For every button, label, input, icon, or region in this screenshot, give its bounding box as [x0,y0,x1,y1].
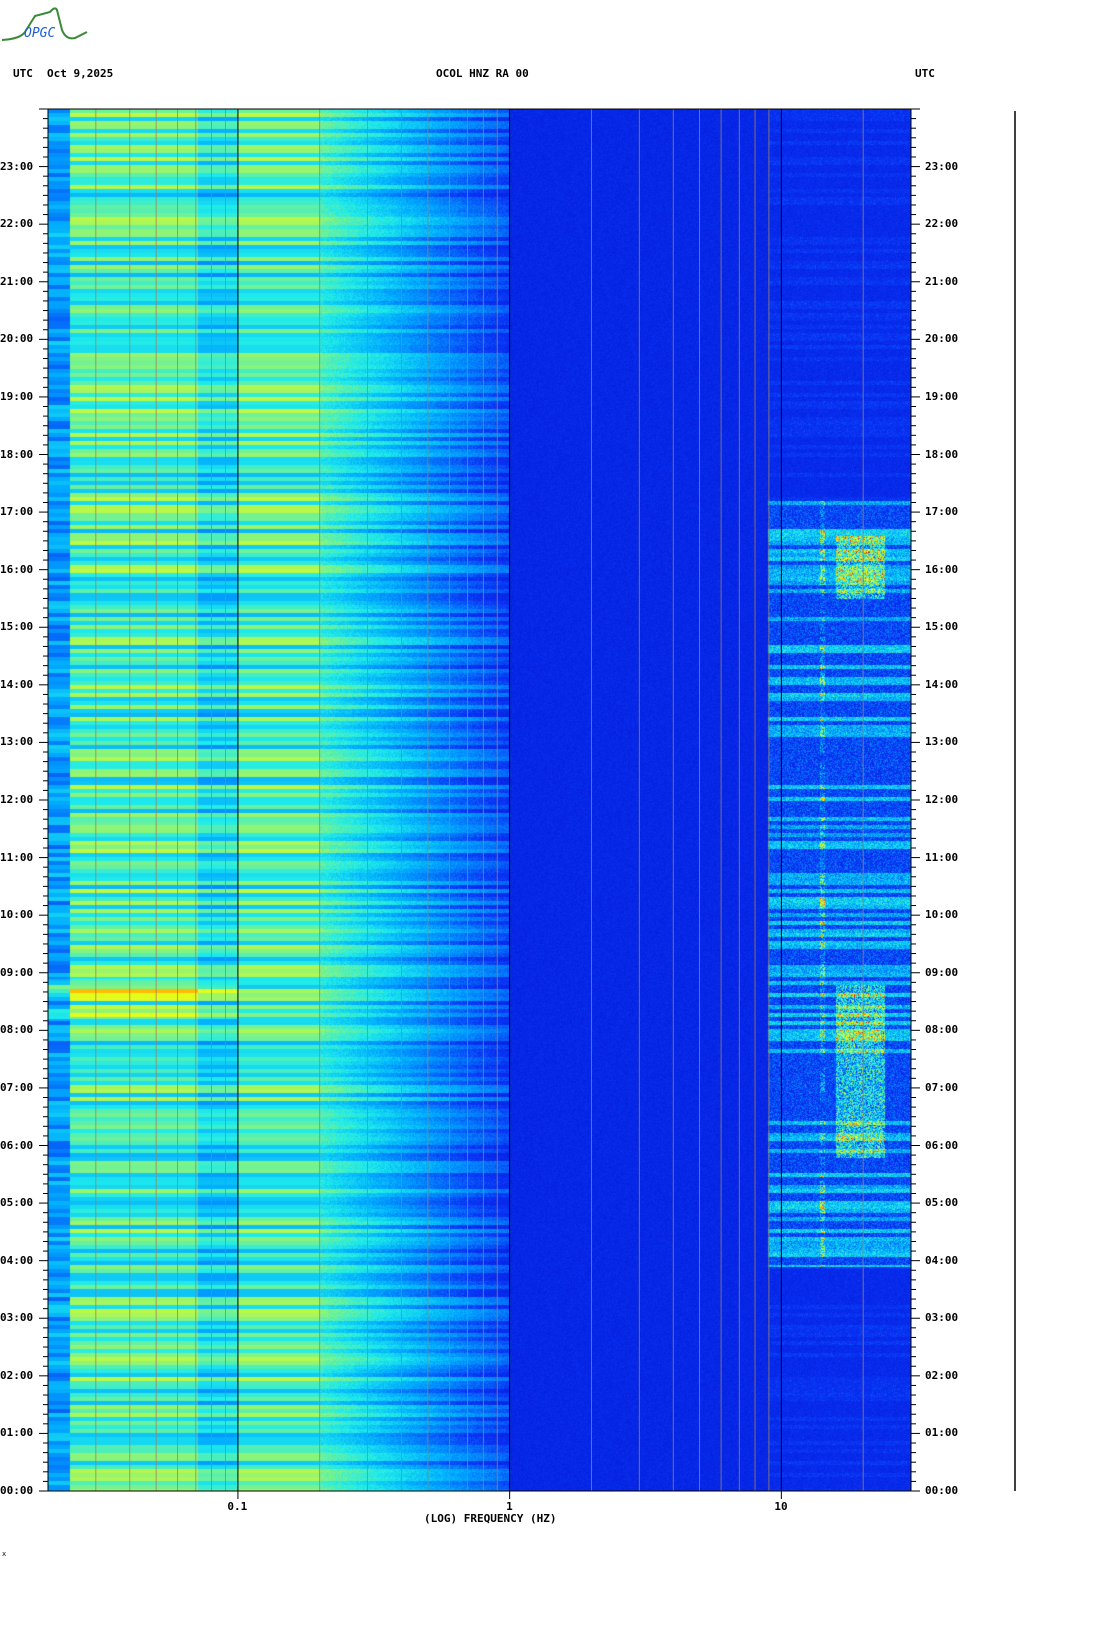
y-tick-label-right: 13:00 [925,735,959,749]
y-tick-label-left: 21:00 [0,274,34,288]
y-tick-label-right: 08:00 [925,1023,959,1037]
y-tick-label-right: 01:00 [925,1426,959,1440]
y-tick-label-right: 09:00 [925,965,959,979]
x-tick-label: 10 [774,1500,788,1513]
x-tick-label: 0.1 [227,1500,248,1513]
y-tick-label-left: 01:00 [0,1426,34,1440]
y-tick-label-right: 03:00 [925,1311,959,1325]
station-label: OCOL HNZ RA 00 [436,67,529,80]
y-tick-label-left: 00:00 [0,1484,34,1497]
utc-label-left: UTC [13,67,33,80]
y-tick-label-right: 02:00 [925,1368,959,1382]
y-tick-label-right: 15:00 [925,620,959,634]
y-tick-label-left: 11:00 [0,850,34,864]
y-tick-label-left: 13:00 [0,735,34,749]
y-tick-label-right: 12:00 [925,793,959,806]
logo-text: OPGC [24,26,56,41]
y-tick-label-right: 06:00 [925,1138,959,1152]
y-tick-label-left: 05:00 [0,1196,34,1210]
y-tick-label-right: 05:00 [925,1196,959,1210]
y-tick-label-left: 14:00 [0,677,34,691]
y-tick-label-right: 18:00 [925,447,959,461]
date-label: Oct 9,2025 [47,67,114,80]
y-tick-label-right: 23:00 [925,159,959,173]
y-tick-label-right: 07:00 [925,1080,959,1094]
utc-label-right: UTC [915,67,935,80]
y-tick-label-left: 17:00 [0,505,34,519]
y-tick-label-right: 04:00 [925,1253,959,1267]
y-tick-label-right: 11:00 [925,850,959,864]
y-tick-label-left: 12:00 [0,793,34,806]
logo-mountain-icon [1,7,88,41]
y-tick-label-right: 17:00 [925,505,959,519]
y-tick-label-left: 03:00 [0,1311,34,1325]
x-axis-title: (LOG) FREQUENCY (HZ) [424,1512,557,1525]
y-tick-label-left: 04:00 [0,1253,34,1267]
y-tick-label-right: 22:00 [925,217,959,231]
y-tick-label-right: 00:00 [925,1484,959,1497]
y-tick-label-left: 09:00 [0,965,34,979]
logo: OPGC [0,2,90,44]
footer-mark: x [2,1550,7,1558]
y-tick-label-left: 23:00 [0,159,34,173]
y-tick-label-left: 22:00 [0,217,34,231]
y-tick-label-right: 19:00 [925,389,959,403]
y-tick-label-left: 20:00 [0,332,34,346]
y-tick-label-right: 16:00 [925,562,959,576]
y-tick-label-left: 02:00 [0,1368,34,1382]
y-tick-label-left: 06:00 [0,1138,34,1152]
y-tick-label-left: 15:00 [0,620,34,634]
y-tick-label-left: 16:00 [0,562,34,576]
x-tick-label: 1 [506,1500,513,1513]
y-tick-label-left: 19:00 [0,389,34,403]
y-tick-label-left: 18:00 [0,447,34,461]
y-tick-label-right: 14:00 [925,677,959,691]
spectrogram-heatmap [48,109,911,1491]
y-tick-label-left: 10:00 [0,908,34,922]
y-tick-label-left: 08:00 [0,1023,34,1037]
y-tick-label-right: 21:00 [925,274,959,288]
y-tick-label-right: 10:00 [925,908,959,922]
y-tick-label-right: 20:00 [925,332,959,346]
y-tick-label-left: 07:00 [0,1080,34,1094]
